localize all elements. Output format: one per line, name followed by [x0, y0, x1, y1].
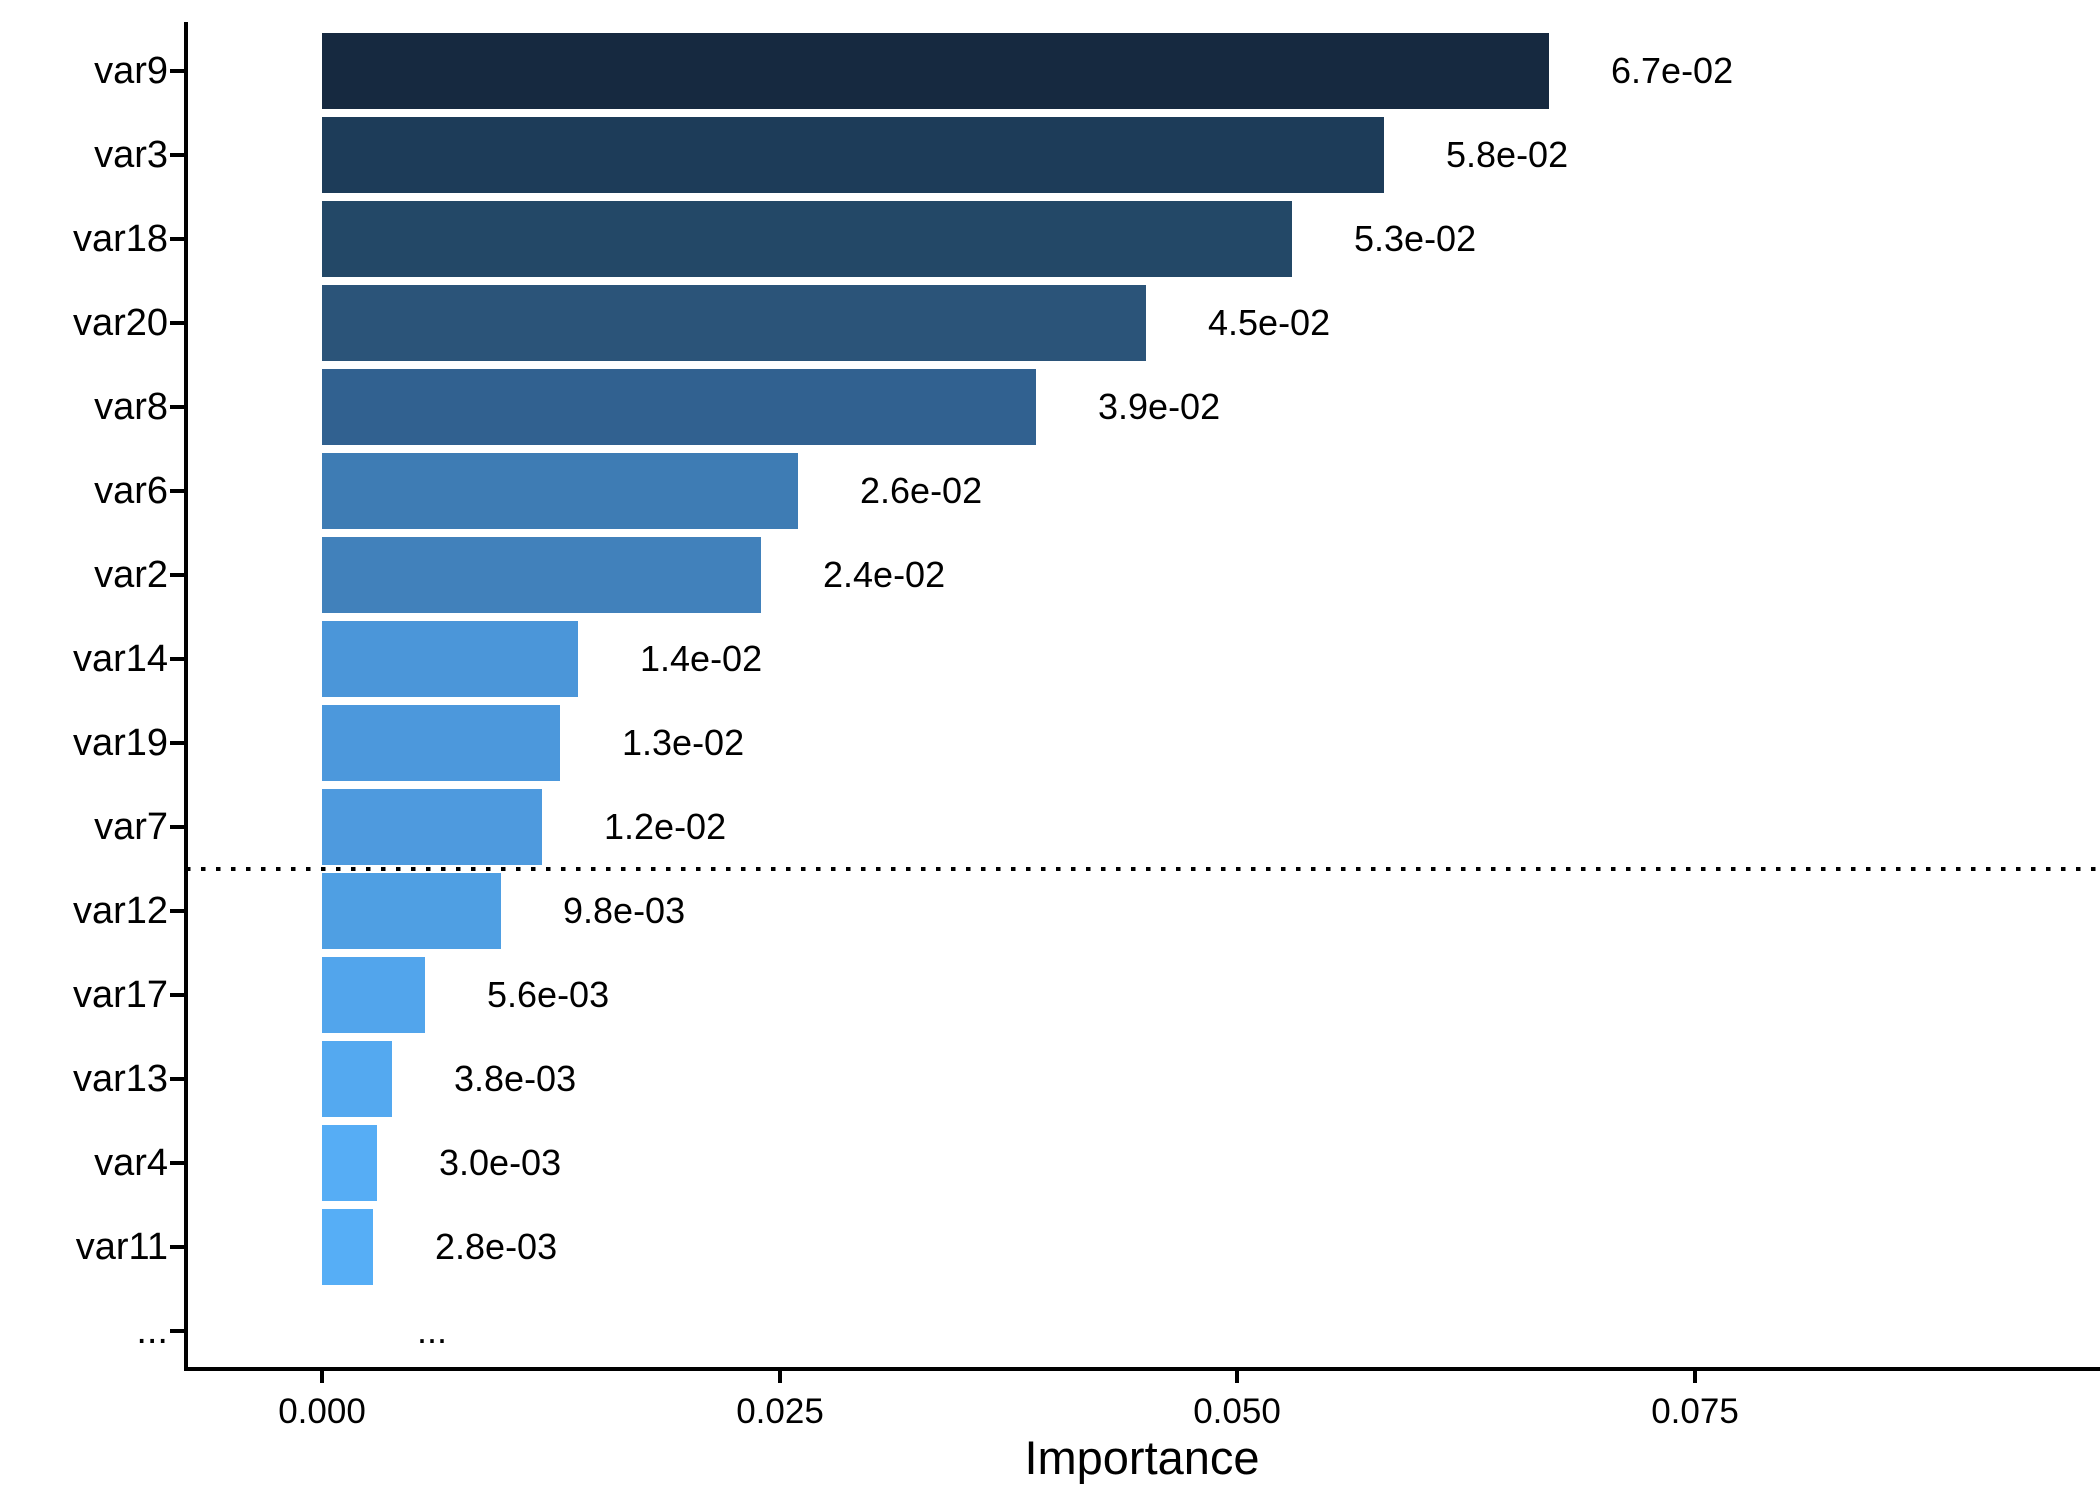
y-axis-tick	[170, 825, 184, 829]
y-axis-tick-label-var9: var9	[94, 50, 168, 92]
bar-value-label: 2.6e-02	[860, 470, 983, 511]
y-axis-tick-label-var3: var3	[94, 134, 168, 176]
threshold-dotted-line	[186, 867, 2100, 871]
y-axis-tick	[170, 69, 184, 73]
bar-var11	[322, 1209, 373, 1285]
bar-var19	[322, 705, 560, 781]
y-axis-tick	[170, 657, 184, 661]
y-axis-tick	[170, 1161, 184, 1165]
bar-var14	[322, 621, 578, 697]
bar-value-label: 2.8e-03	[435, 1226, 558, 1267]
bar-value-label: 1.2e-02	[604, 806, 727, 847]
y-axis-tick-label-var12: var12	[72, 890, 168, 932]
x-axis-title: Importance	[1024, 1431, 1260, 1484]
bar-var18	[322, 201, 1292, 277]
x-axis-tick	[1693, 1369, 1697, 1383]
y-axis-tick	[170, 237, 184, 241]
y-axis-tick	[170, 909, 184, 913]
x-axis-line	[184, 1367, 2100, 1371]
x-axis-tick	[320, 1369, 324, 1383]
bar-value-label: 1.4e-02	[640, 638, 763, 679]
x-axis-tick-label: 0.075	[1651, 1392, 1739, 1431]
y-axis-tick	[170, 321, 184, 325]
bar-value-label: 5.8e-02	[1446, 134, 1569, 175]
y-axis-tick-label-var6: var6	[94, 470, 168, 512]
bar-var2	[322, 537, 761, 613]
y-axis-tick-label-var11: var11	[75, 1226, 168, 1268]
bar-var7	[322, 789, 542, 865]
bar-value-label: 5.6e-03	[487, 974, 610, 1015]
bar-var12	[322, 873, 501, 949]
y-axis-tick-label-var18: var18	[72, 218, 168, 260]
bar-var9	[322, 33, 1549, 109]
y-axis-tick-label-var17: var17	[72, 974, 168, 1016]
bar-var13	[322, 1041, 392, 1117]
x-axis-tick-label: 0.025	[736, 1392, 824, 1431]
bar-value-label: 4.5e-02	[1208, 302, 1331, 343]
x-axis-tick	[778, 1369, 782, 1383]
bar-var20	[322, 285, 1146, 361]
bar-value-label: 6.7e-02	[1611, 50, 1734, 91]
bar-var3	[322, 117, 1384, 193]
y-axis-tick-label-var2: var2	[94, 554, 168, 596]
bar-value-label: 1.3e-02	[622, 722, 745, 763]
bar-value-label: 3.8e-03	[454, 1058, 577, 1099]
bar-value-label: 3.0e-03	[439, 1142, 562, 1183]
bar-var8	[322, 369, 1036, 445]
ellipsis-row-label: ...	[136, 1310, 168, 1352]
y-axis-tick	[170, 1329, 184, 1333]
y-axis-tick-label-var20: var20	[72, 302, 168, 344]
ellipsis-plot-label: ...	[417, 1310, 448, 1351]
bar-value-label: 5.3e-02	[1354, 218, 1477, 259]
y-axis-tick	[170, 489, 184, 493]
y-axis-tick-label-var4: var4	[94, 1142, 168, 1184]
y-axis-tick	[170, 1245, 184, 1249]
y-axis-tick-label-var19: var19	[72, 722, 168, 764]
bar-var4	[322, 1125, 377, 1201]
bar-value-label: 3.9e-02	[1098, 386, 1221, 427]
bar-value-label: 2.4e-02	[823, 554, 946, 595]
y-axis-line	[184, 22, 188, 1371]
x-axis-tick-label: 0.000	[278, 1392, 366, 1431]
bar-var6	[322, 453, 798, 529]
y-axis-tick	[170, 993, 184, 997]
y-axis-tick-label-var14: var14	[72, 638, 168, 680]
y-axis-tick-label-var7: var7	[94, 806, 168, 848]
bar-value-label: 9.8e-03	[563, 890, 686, 931]
y-axis-tick	[170, 405, 184, 409]
y-axis-tick	[170, 741, 184, 745]
x-axis-tick-label: 0.050	[1193, 1392, 1281, 1431]
y-axis-tick	[170, 1077, 184, 1081]
bar-var17	[322, 957, 425, 1033]
x-axis-tick	[1235, 1369, 1239, 1383]
y-axis-tick	[170, 153, 184, 157]
y-axis-tick-label-var13: var13	[72, 1058, 168, 1100]
y-axis-tick	[170, 573, 184, 577]
y-axis-tick-label-var8: var8	[94, 386, 168, 428]
